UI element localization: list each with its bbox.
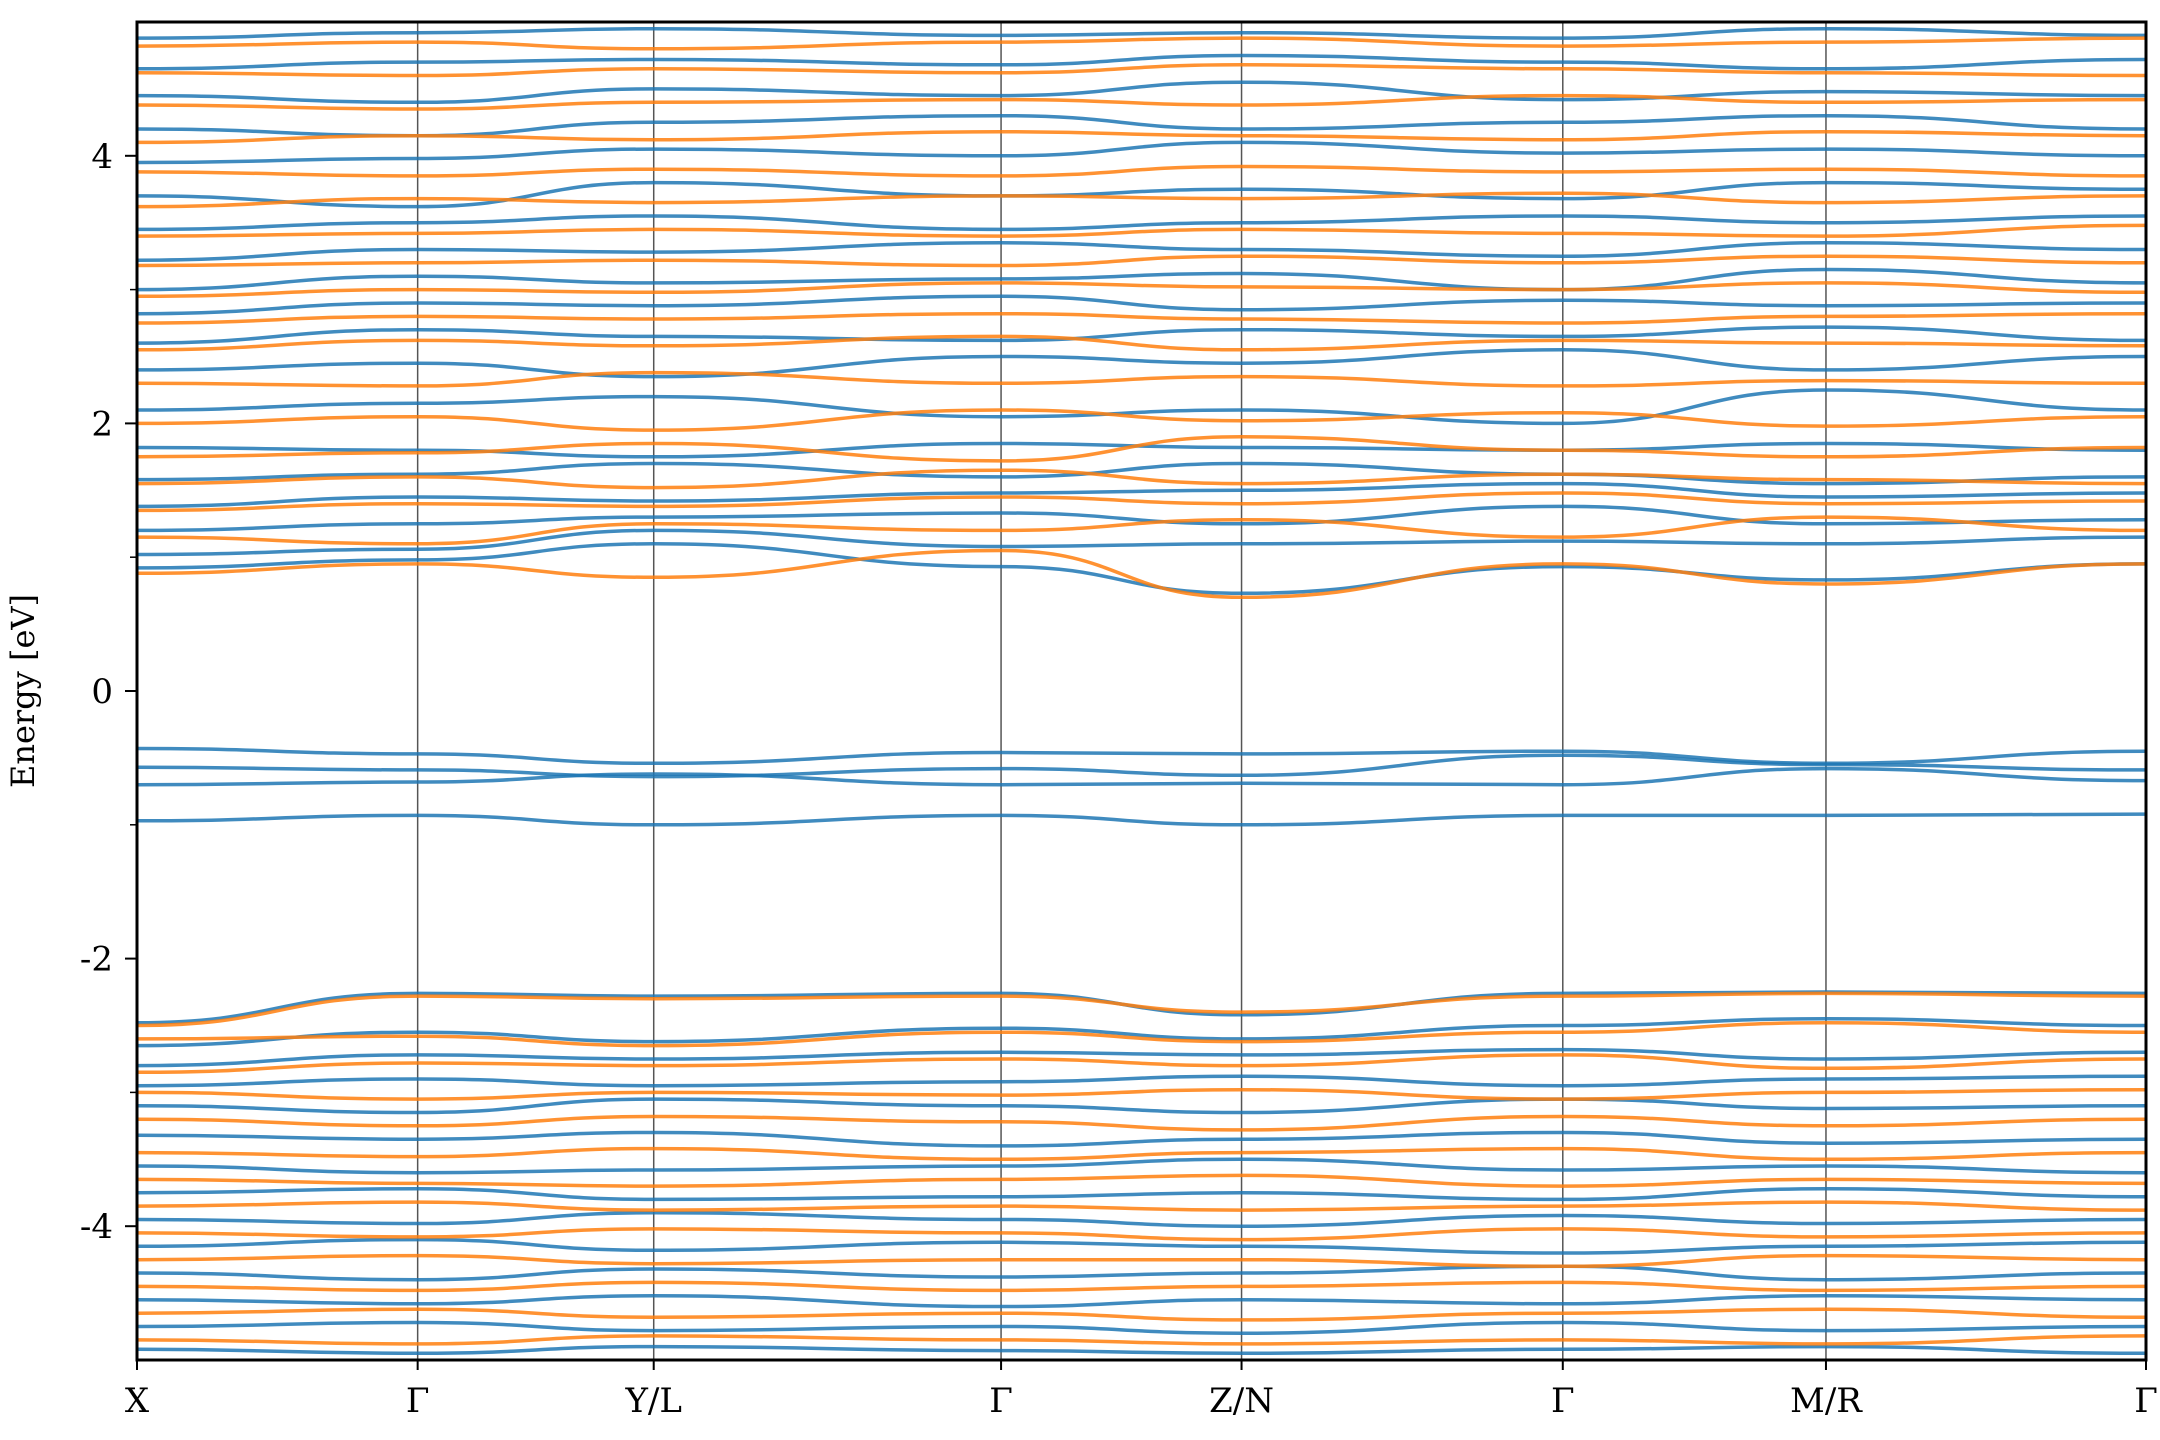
band-line-spin-up: [137, 766, 2146, 787]
band-line-spin-down: [137, 191, 2146, 209]
x-tick-label: X: [125, 1381, 150, 1421]
band-line-spin-down: [137, 254, 2146, 268]
band-line-spin-up: [137, 388, 2146, 426]
band-line-spin-down: [137, 1146, 2146, 1162]
band-line-spin-up: [137, 812, 2146, 827]
band-line-spin-up: [137, 1211, 2146, 1228]
band-line-spin-up: [137, 80, 2146, 105]
band-line-spin-down: [137, 281, 2146, 299]
band-line-spin-up: [137, 528, 2146, 557]
band-line-spin-up: [137, 1047, 2146, 1068]
band-line-spin-up: [137, 1097, 2146, 1115]
band-line-spin-up: [137, 294, 2146, 316]
band-line-spin-up: [137, 26, 2146, 40]
band-line-spin-up: [137, 214, 2146, 232]
x-tick-label: Γ: [2134, 1381, 2158, 1421]
band-line-spin-up: [137, 1017, 2146, 1048]
band-line-spin-down: [137, 36, 2146, 51]
band-line-spin-down: [137, 129, 2146, 145]
band-line-spin-up: [137, 180, 2146, 209]
band-line-spin-up: [137, 1294, 2146, 1309]
band-line-spin-up: [137, 348, 2146, 379]
x-tick-label: Γ: [989, 1381, 1013, 1421]
band-line-spin-up: [137, 504, 2146, 533]
band-line-spin-down: [137, 1053, 2146, 1075]
band-line-spin-up: [137, 1074, 2146, 1088]
band-line-spin-up: [137, 1320, 2146, 1335]
band-line-spin-down: [137, 93, 2146, 111]
band-line-spin-down: [137, 63, 2146, 78]
band-line-spin-up: [137, 1344, 2146, 1356]
band-line-spin-up: [137, 481, 2146, 509]
band-line-spin-up: [137, 753, 2146, 779]
band-line-spin-up: [137, 1186, 2146, 1202]
x-tick-label: Y/L: [624, 1381, 681, 1421]
band-line-spin-up: [137, 241, 2146, 262]
band-line-spin-up: [137, 461, 2146, 486]
band-line-spin-down: [137, 1253, 2146, 1269]
band-line-spin-down: [137, 164, 2146, 178]
band-line-spin-up: [137, 1157, 2146, 1175]
band-line-spin-down: [137, 1021, 2146, 1048]
y-axis-label: Energy [eV]: [4, 594, 42, 788]
band-line-spin-down: [137, 1114, 2146, 1132]
high-symmetry-lines: [416, 22, 1827, 1360]
y-tick-label: -4: [80, 1207, 113, 1247]
band-line-spin-up: [137, 53, 2146, 71]
band-line-spin-down: [137, 1227, 2146, 1242]
band-line-spin-down: [137, 1200, 2146, 1212]
band-line-spin-up: [137, 746, 2146, 766]
band-line-spin-down: [137, 515, 2146, 546]
y-axis-ticks: 4 2 0 -2 -4: [80, 137, 137, 1247]
band-line-spin-down: [137, 468, 2146, 490]
band-line-spin-down: [137, 1280, 2146, 1293]
band-lines: [137, 26, 2146, 1356]
band-line-spin-up: [137, 140, 2146, 165]
y-tick-label: 0: [91, 672, 113, 712]
band-line-spin-down: [137, 1334, 2146, 1346]
band-line-spin-down: [137, 311, 2146, 325]
y-tick-label: 2: [91, 404, 113, 444]
band-line-spin-up: [137, 1130, 2146, 1148]
y-tick-label: -2: [80, 940, 113, 980]
band-line-spin-down: [137, 991, 2146, 1028]
band-line-spin-up: [137, 325, 2146, 345]
x-tick-label: Γ: [406, 1381, 430, 1421]
x-tick-label: Γ: [1551, 1381, 1575, 1421]
x-tick-label: M/R: [1790, 1381, 1863, 1421]
band-line-spin-down: [137, 1307, 2146, 1322]
band-line-spin-down: [137, 334, 2146, 352]
band-line-spin-up: [137, 267, 2146, 292]
band-line-spin-down: [137, 548, 2146, 600]
band-line-spin-down: [137, 491, 2146, 513]
x-axis-ticks: X Γ Y/L Γ Z/N Γ M/R Γ: [125, 1360, 2158, 1421]
band-line-spin-down: [137, 435, 2146, 463]
band-line-spin-up: [137, 1264, 2146, 1282]
band-line-spin-up: [137, 542, 2146, 596]
band-line-spin-up: [137, 1237, 2146, 1255]
band-line-spin-down: [137, 223, 2146, 238]
band-line-spin-down: [137, 370, 2146, 388]
x-tick-label: Z/N: [1209, 1381, 1274, 1421]
y-tick-label: 4: [91, 137, 113, 177]
band-line-spin-down: [137, 1173, 2146, 1188]
band-line-spin-down: [137, 1087, 2146, 1101]
band-line-spin-down: [137, 408, 2146, 432]
